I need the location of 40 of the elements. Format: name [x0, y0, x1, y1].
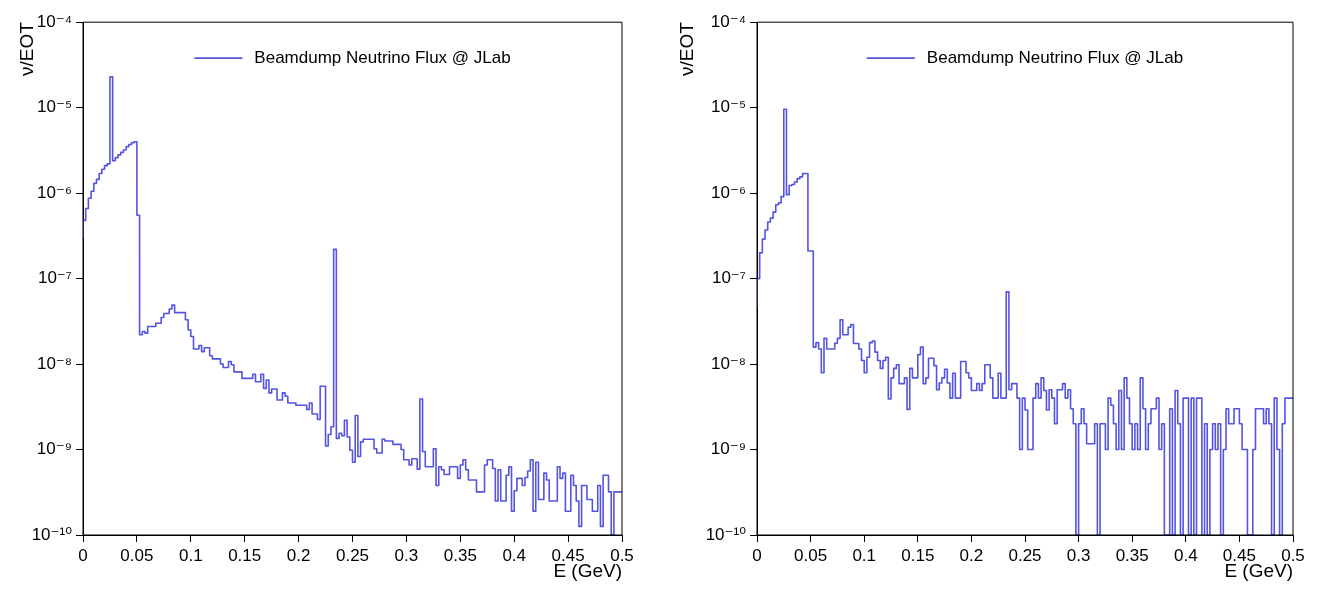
y-tick-label: 10⁻⁷: [37, 268, 72, 288]
x-tick-label: 0.2: [286, 545, 311, 565]
x-tick-label: 0.45: [551, 545, 585, 565]
y-tick-label: 10⁻¹⁰: [31, 524, 73, 544]
x-tick-label: 0.35: [443, 545, 477, 565]
y-tick-label: 10⁻⁷: [711, 268, 746, 288]
x-tick-label: 0.3: [394, 545, 419, 565]
y-tick-label: 10⁻⁵: [711, 97, 746, 117]
y-axis-title: ν/EOT: [15, 21, 37, 77]
x-tick-label: 0.4: [502, 545, 527, 565]
y-tick-label: 10⁻⁴: [36, 11, 72, 31]
x-tick-label: 0.45: [1222, 545, 1256, 565]
y-tick-label: 10⁻⁸: [710, 353, 746, 373]
x-tick-label: 0.05: [794, 545, 828, 565]
x-tick-label: 0.35: [1115, 545, 1149, 565]
x-tick-label: 0.5: [1281, 545, 1305, 565]
legend-label: Beamdump Neutrino Flux @ JLab: [254, 47, 511, 67]
x-tick-label: 0.25: [335, 545, 370, 565]
y-tick-label: 10⁻⁴: [710, 11, 746, 31]
x-tick-label: 0: [752, 545, 762, 565]
x-tick-label: 0.15: [228, 545, 262, 565]
x-tick-label: 0.15: [901, 545, 935, 565]
x-tick-label: 0.1: [852, 545, 877, 565]
y-tick-label: 10⁻¹⁰: [705, 524, 747, 544]
x-tick-label: 0.1: [178, 545, 203, 565]
y-tick-label: 10⁻⁵: [37, 97, 72, 117]
x-tick-label: 0.4: [1173, 545, 1198, 565]
legend-label: Beamdump Neutrino Flux @ JLab: [926, 47, 1184, 67]
x-tick-label: 0: [78, 545, 88, 565]
x-tick-label: 0.25: [1008, 545, 1042, 565]
x-tick-label: 0.3: [1066, 545, 1091, 565]
x-tick-label: 0.2: [959, 545, 984, 565]
y-axis-title: ν/EOT: [675, 21, 697, 77]
y-tick-label: 10⁻⁶: [37, 182, 72, 202]
y-tick-label: 10⁻⁹: [710, 439, 746, 459]
y-tick-label: 10⁻⁸: [36, 353, 72, 373]
x-tick-label: 0.05: [120, 545, 154, 565]
y-tick-label: 10⁻⁶: [711, 182, 746, 202]
y-tick-label: 10⁻⁹: [36, 439, 72, 459]
x-tick-label: 0.5: [610, 545, 634, 565]
